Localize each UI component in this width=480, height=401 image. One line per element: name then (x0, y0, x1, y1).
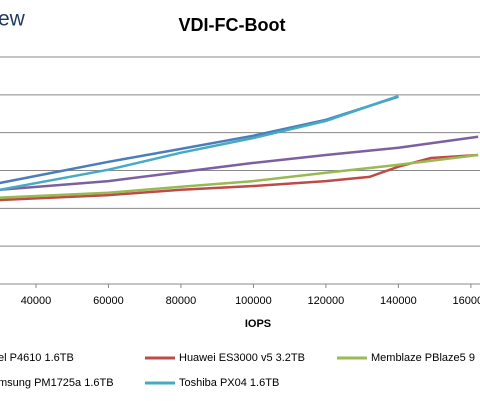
legend-label: el P4610 1.6TB (0, 352, 74, 364)
x-axis-label: IOPS (245, 318, 271, 330)
x-tick-label: 140000 (380, 295, 417, 307)
series-line (0, 94, 399, 192)
legend-label: Memblaze PBlaze5 9 (371, 352, 475, 364)
x-tick-label: 60000 (93, 295, 124, 307)
series-line (0, 153, 479, 199)
legend-label: msung PM1725a 1.6TB (0, 377, 114, 389)
legend-label: Toshiba PX04 1.6TB (179, 377, 279, 389)
legend-label: Huawei ES3000 v5 3.2TB (179, 352, 305, 364)
x-tick-label: 100000 (235, 295, 272, 307)
logo: ew (0, 8, 26, 31)
chart-title: VDI-FC-Boot (179, 15, 286, 35)
x-tick-label: 120000 (308, 295, 345, 307)
x-tick-label: 40000 (21, 295, 52, 307)
series-line (0, 135, 479, 192)
x-tick-label: 80000 (166, 295, 197, 307)
x-tick-label: 160000 (453, 295, 480, 307)
